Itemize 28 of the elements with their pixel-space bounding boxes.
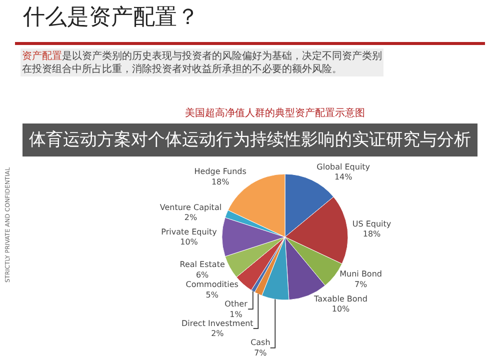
slice-label: Cash xyxy=(250,338,270,348)
slice-label: Venture Capital xyxy=(160,202,222,212)
data-label: 7% xyxy=(254,348,268,358)
slice-label: Hedge Funds xyxy=(194,167,246,176)
data-label: 18% xyxy=(211,178,230,187)
data-label: 10% xyxy=(332,304,350,314)
slice-label: Muni Bond xyxy=(340,270,382,279)
chart-title: 什么是资产配置？ xyxy=(22,5,199,30)
data-label: 5% xyxy=(206,290,219,300)
slice-label: Real Estate xyxy=(180,260,225,269)
slice-label: US Equity xyxy=(352,219,392,228)
data-label: 2% xyxy=(211,329,224,338)
slice-label: Other xyxy=(224,299,248,308)
slice-label: Commodities xyxy=(186,280,238,290)
slice-label: Private Equity xyxy=(161,227,218,236)
data-label: 7% xyxy=(354,280,368,289)
slice-label: Global Equity xyxy=(316,162,370,172)
text: 美国超高净值人群的典型资产配置示意图 xyxy=(185,107,365,119)
data-label: 2% xyxy=(184,213,198,222)
data-label: 1% xyxy=(230,310,243,319)
slice-label: Direct Investment xyxy=(182,318,254,328)
data-label: 6% xyxy=(196,270,210,280)
data-label: 14% xyxy=(334,172,353,182)
data-label: 18% xyxy=(362,230,382,239)
text: 体育运动方案对个体运动行为持续性影响的实证研究与分析 xyxy=(29,130,471,150)
slice-label: Taxable Bond xyxy=(313,294,368,304)
data-label: 10% xyxy=(180,238,198,247)
chart-subtitle: 资产配置是以资产类别的历史表现与投资者的风险偏好为基础，决定不同资产类别在投资组合中所占比重，消除投资者对收益所承担的不必要的额外风险。 xyxy=(22,50,382,75)
